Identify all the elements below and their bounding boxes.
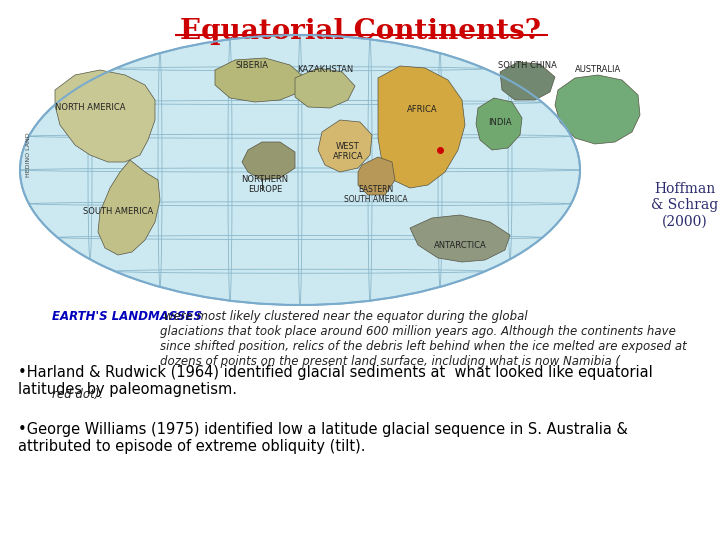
Polygon shape	[476, 98, 522, 150]
Polygon shape	[500, 62, 555, 100]
Polygon shape	[242, 142, 295, 180]
Polygon shape	[55, 70, 155, 162]
Text: HEDINO LAND: HEDINO LAND	[25, 133, 30, 177]
Text: WEST
AFRICA: WEST AFRICA	[333, 142, 364, 161]
Text: SOUTH AMERICA: SOUTH AMERICA	[83, 207, 153, 216]
Text: EASTERN
SOUTH AMERICA: EASTERN SOUTH AMERICA	[344, 185, 408, 205]
Text: red dot).: red dot).	[52, 388, 103, 401]
Text: were most likely clustered near the equator during the global
glaciations that t: were most likely clustered near the equa…	[160, 310, 687, 368]
Ellipse shape	[20, 35, 580, 305]
Polygon shape	[358, 157, 395, 195]
Polygon shape	[555, 75, 640, 144]
Text: ANTARCTICA: ANTARCTICA	[433, 241, 487, 250]
Text: INDIA: INDIA	[488, 118, 512, 127]
Text: EARTH'S LANDMASSES: EARTH'S LANDMASSES	[52, 310, 202, 323]
Text: SOUTH CHINA: SOUTH CHINA	[498, 61, 557, 70]
Text: NORTH AMERICA: NORTH AMERICA	[55, 103, 125, 112]
Text: •Harland & Rudwick (1964) identified glacial sediments at  what looked like equa: •Harland & Rudwick (1964) identified gla…	[18, 365, 653, 397]
Text: •George Williams (1975) identified low a latitude glacial sequence in S. Austral: •George Williams (1975) identified low a…	[18, 422, 628, 454]
Text: AUSTRALIA: AUSTRALIA	[575, 65, 621, 74]
Polygon shape	[295, 68, 355, 108]
Polygon shape	[98, 160, 160, 255]
Text: NORTHERN
EUROPE: NORTHERN EUROPE	[241, 175, 289, 194]
Polygon shape	[378, 66, 465, 188]
Text: KAZAKHSTAN: KAZAKHSTAN	[297, 65, 353, 74]
Polygon shape	[410, 215, 510, 262]
Text: SIBERIA: SIBERIA	[235, 61, 269, 70]
Text: Hoffman
& Schrag
(2000): Hoffman & Schrag (2000)	[652, 182, 719, 228]
Text: Equatorial Continents?: Equatorial Continents?	[179, 18, 541, 45]
Polygon shape	[215, 58, 305, 102]
Polygon shape	[318, 120, 372, 172]
Text: AFRICA: AFRICA	[407, 105, 437, 114]
